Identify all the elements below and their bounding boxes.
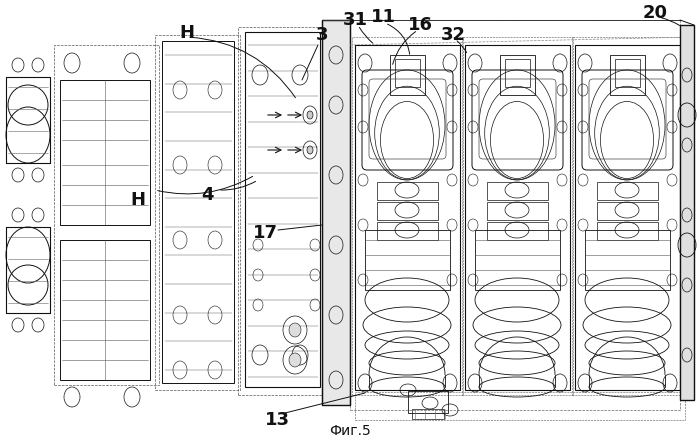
Bar xyxy=(615,59,640,87)
Text: 13: 13 xyxy=(264,411,289,429)
Bar xyxy=(487,182,548,200)
Bar xyxy=(597,182,658,200)
Bar xyxy=(500,55,535,95)
Text: 20: 20 xyxy=(642,4,668,22)
Bar xyxy=(60,80,150,225)
Bar xyxy=(162,41,234,383)
Bar xyxy=(355,392,685,420)
Ellipse shape xyxy=(289,323,301,337)
Text: 3: 3 xyxy=(316,26,329,44)
Text: 17: 17 xyxy=(252,224,278,242)
Bar xyxy=(487,202,548,220)
Bar xyxy=(245,32,320,387)
Bar xyxy=(585,230,670,290)
Ellipse shape xyxy=(307,146,313,154)
Bar xyxy=(505,59,530,87)
Text: Фиг.5: Фиг.5 xyxy=(329,424,371,438)
Ellipse shape xyxy=(289,353,301,367)
Bar xyxy=(412,409,444,419)
Text: 16: 16 xyxy=(408,16,433,34)
Bar xyxy=(408,391,448,413)
Bar xyxy=(597,202,658,220)
Bar xyxy=(355,45,460,390)
Text: 32: 32 xyxy=(440,26,466,44)
Bar xyxy=(377,202,438,220)
Text: 4: 4 xyxy=(201,186,213,204)
Bar xyxy=(54,45,159,385)
Bar xyxy=(465,45,570,390)
Bar xyxy=(395,59,420,87)
Bar xyxy=(575,45,680,390)
Bar xyxy=(365,230,450,290)
Ellipse shape xyxy=(307,111,313,119)
Bar xyxy=(390,55,425,95)
Bar xyxy=(377,222,438,240)
Bar xyxy=(322,20,350,405)
Bar xyxy=(352,37,463,395)
Bar xyxy=(597,222,658,240)
Text: 11: 11 xyxy=(370,8,396,26)
Bar xyxy=(487,222,548,240)
Text: H: H xyxy=(131,191,145,209)
Bar xyxy=(60,240,150,380)
Text: H: H xyxy=(180,24,194,42)
Bar xyxy=(462,37,573,395)
Text: 31: 31 xyxy=(343,11,368,29)
Bar xyxy=(475,230,560,290)
Bar xyxy=(610,55,645,95)
Bar xyxy=(377,182,438,200)
Bar xyxy=(680,25,694,400)
Bar xyxy=(155,35,240,390)
Bar xyxy=(350,20,680,410)
Bar xyxy=(238,27,326,395)
Bar xyxy=(572,37,683,395)
